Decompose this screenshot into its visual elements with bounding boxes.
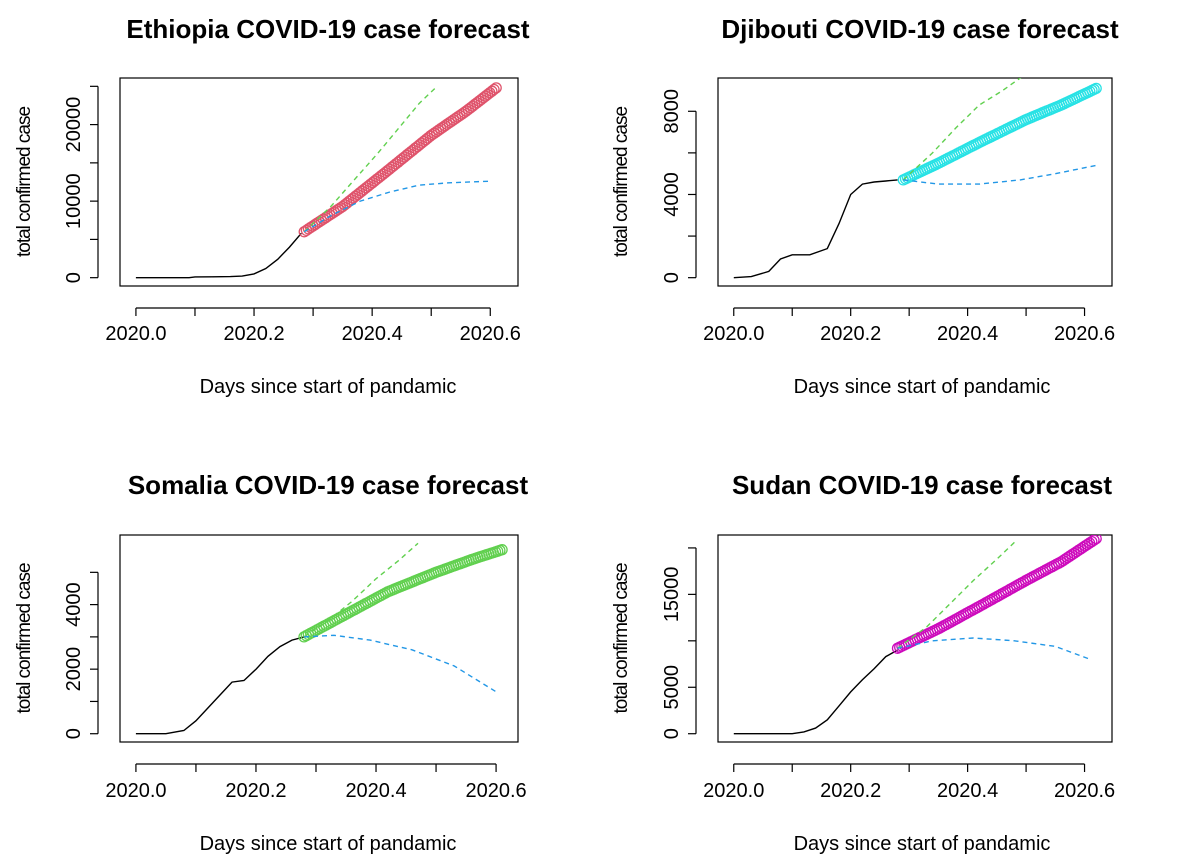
- plot-frame: [119, 534, 519, 743]
- upper-bound-line: [303, 542, 419, 638]
- forecast-point: [1090, 535, 1102, 545]
- y-tick-label: 0: [63, 728, 85, 739]
- forecast-point: [496, 544, 508, 556]
- plot-area: [135, 542, 508, 735]
- x-axis-title: Days since start of pandamic: [200, 833, 457, 854]
- plot-area: [733, 78, 1102, 279]
- y-tick-label: 0: [63, 272, 85, 283]
- x-tick-label: 2020.6: [1054, 323, 1115, 345]
- forecast-point: [1088, 535, 1100, 546]
- lower-bound-line: [897, 637, 1091, 661]
- x-tick-label: 2020.4: [937, 780, 998, 802]
- lower-bound-line: [903, 164, 1097, 185]
- plot-area: [135, 82, 502, 279]
- x-tick-label: 2020.4: [937, 323, 998, 345]
- y-tick-label: 0: [661, 272, 683, 283]
- observed-line: [135, 636, 305, 735]
- x-tick-label: 2020.2: [820, 323, 881, 345]
- forecast-series: [891, 535, 1102, 654]
- x-axis-title: Days since start of pandamic: [794, 833, 1051, 854]
- x-tick-label: 2020.2: [820, 780, 881, 802]
- y-tick-label: 4000: [661, 172, 683, 217]
- observed-line: [733, 649, 898, 735]
- x-tick-label: 2020.6: [465, 780, 526, 802]
- x-axis-title: Days since start of pandamic: [794, 376, 1051, 398]
- y-tick-label: 15000: [661, 567, 683, 623]
- y-axis-title: total confirmed case: [611, 563, 632, 713]
- x-tick-label: 2020.6: [1054, 780, 1115, 802]
- chart-title: Djibouti COVID-19 case forecast: [721, 14, 1119, 44]
- upper-bound-line: [303, 85, 438, 233]
- upper-bound-line: [897, 541, 1015, 649]
- plot-frame: [717, 534, 1113, 743]
- chart-panel-2: Djibouti COVID-19 case forecast 2020.0 202…: [611, 14, 1119, 398]
- x-tick-label: 2020.2: [223, 323, 284, 345]
- y-tick-label: 0: [661, 728, 683, 739]
- forecast-point: [488, 83, 500, 96]
- chart-panel-1: Ethiopia COVID-19 case forecast 2020.0 202…: [14, 14, 530, 398]
- chart-title: Somalia COVID-19 case forecast: [128, 470, 529, 500]
- x-tick-label: 2020.0: [105, 780, 166, 802]
- y-tick-label: 5000: [661, 665, 683, 710]
- y-tick-label: 10000: [63, 173, 85, 229]
- lower-bound-line: [303, 634, 497, 693]
- forecast-point: [1090, 82, 1102, 95]
- x-tick-label: 2020.4: [345, 780, 406, 802]
- y-tick-label: 4000: [63, 582, 85, 627]
- x-tick-label: 2020.0: [105, 323, 166, 345]
- forecast-series: [298, 544, 508, 643]
- observed-line: [733, 179, 898, 279]
- x-tick-label: 2020.0: [703, 780, 764, 802]
- y-axis-title: total confirmed case: [14, 563, 35, 713]
- upper-bound-line: [902, 78, 1022, 181]
- y-tick-label: 2000: [63, 647, 85, 692]
- observed-line: [135, 232, 302, 279]
- forecast-point: [490, 82, 502, 94]
- x-tick-label: 2020.0: [703, 323, 764, 345]
- y-axis-title: total confirmed case: [14, 107, 35, 257]
- y-tick-label: 20000: [63, 97, 85, 153]
- chart-title: Ethiopia COVID-19 case forecast: [126, 14, 529, 44]
- x-tick-label: 2020.2: [225, 780, 286, 802]
- y-axis-title: total confirmed case: [611, 107, 632, 257]
- forecast-series: [897, 82, 1102, 186]
- plot-frame: [717, 77, 1113, 287]
- x-tick-label: 2020.4: [342, 323, 403, 345]
- forecast-series: [298, 82, 502, 238]
- y-tick-label: 8000: [661, 89, 683, 134]
- x-axis-title: Days since start of pandamic: [200, 376, 457, 398]
- chart-panel-3: Somalia COVID-19 case forecast 2020.0 2020…: [14, 470, 528, 854]
- lower-bound-line: [303, 180, 491, 233]
- plot-area: [733, 535, 1102, 735]
- chart-title: Sudan COVID-19 case forecast: [732, 470, 1112, 500]
- plot-frame: [119, 77, 519, 287]
- x-tick-label: 2020.6: [460, 323, 521, 345]
- chart-panel-4: Sudan COVID-19 case forecast 2020.0 2020.2…: [611, 470, 1115, 854]
